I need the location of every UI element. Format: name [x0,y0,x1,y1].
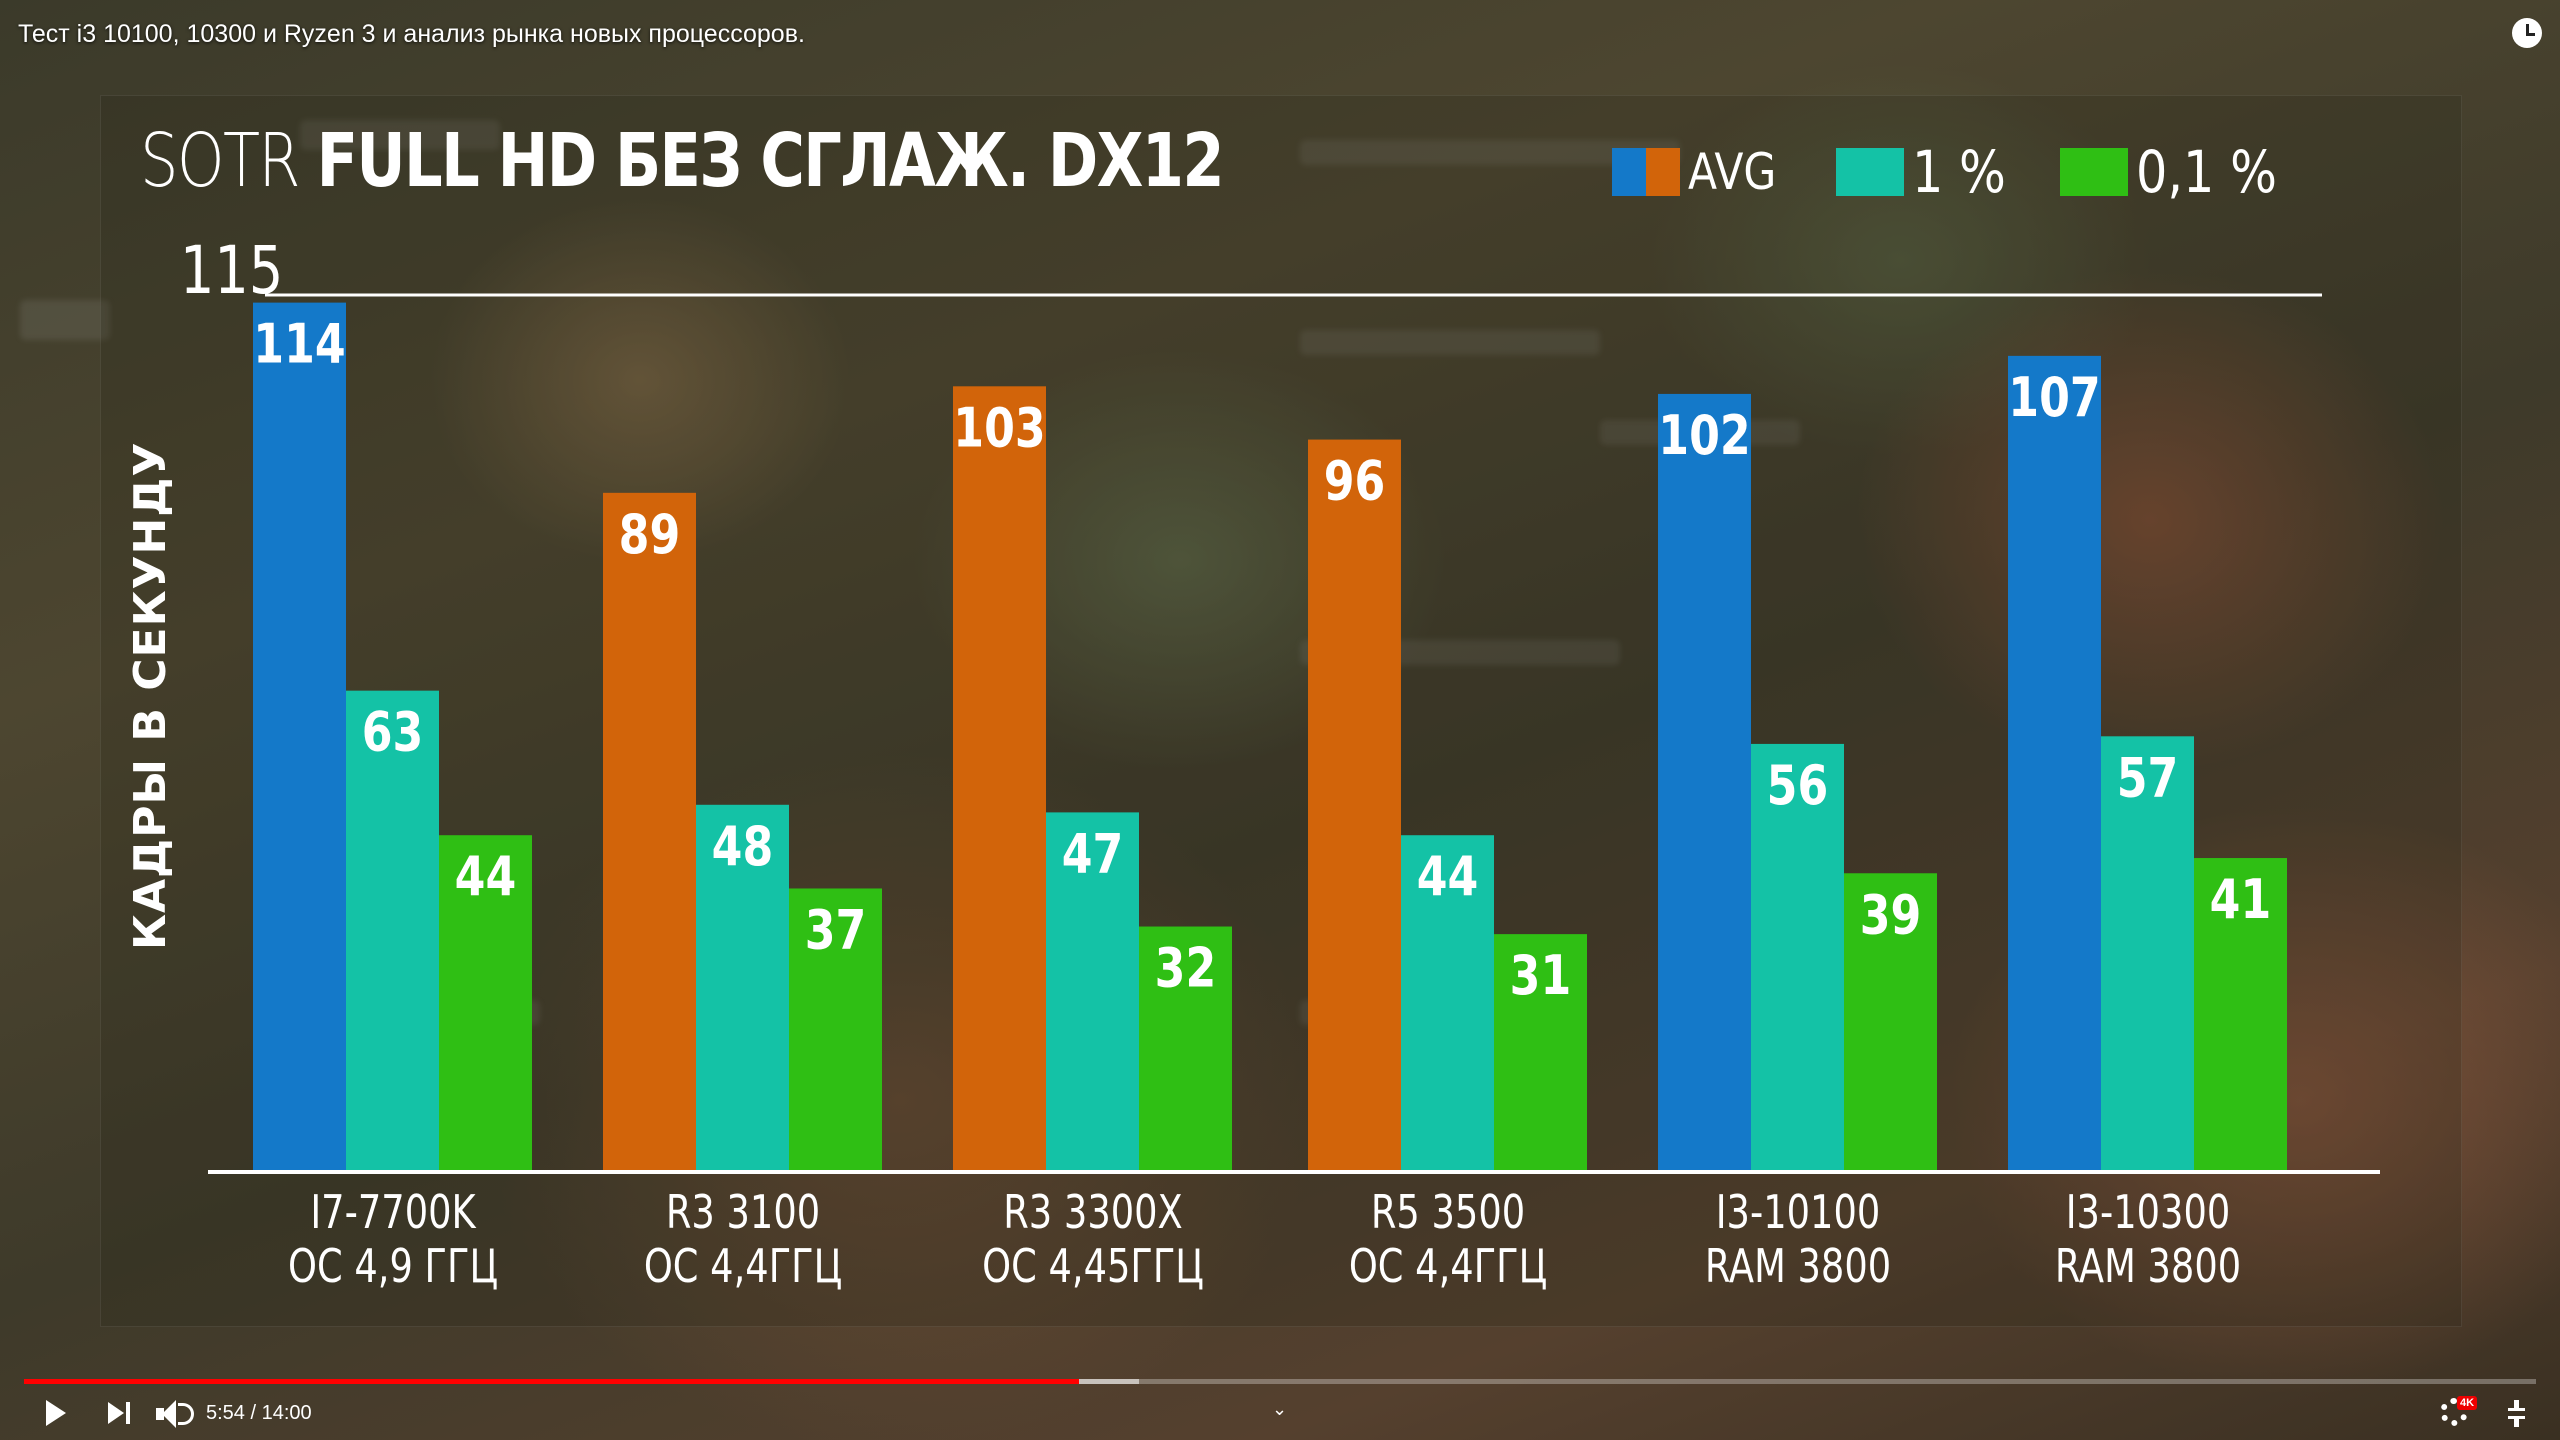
bar-value-label: 107 [2008,366,2100,429]
bar [253,302,346,1170]
bar [439,835,532,1170]
category-label-line: RAM 3800 [2054,1239,2241,1293]
bar [2101,736,2194,1170]
bar-value-label: 47 [1062,822,1124,885]
video-title[interactable]: Тест i3 10100, 10300 и Ryzen 3 и анализ … [18,20,805,48]
legend-1pct-swatch [1836,148,1904,196]
bar-value-label: 114 [253,312,345,375]
chart-title-light: SOTR [140,118,301,204]
bar-value-label: 48 [712,814,774,877]
bar-value-label: 39 [1860,883,1922,946]
category-label: I7-7700K ОС 4,9 ГГЦ [243,1185,543,1293]
seek-bar[interactable] [24,1379,2536,1384]
bar [1844,873,1937,1170]
bar [346,690,439,1170]
play-icon[interactable] [46,1400,66,1426]
time-separator: / [250,1402,257,1424]
bar-value-label: 57 [2117,746,2179,809]
played-progress [24,1379,1080,1384]
category-label-line: ОС 4,9 ГГЦ [287,1239,498,1293]
bar [1308,439,1401,1171]
next-icon[interactable] [108,1402,132,1424]
bar [1494,934,1587,1170]
bar [1401,835,1494,1170]
category-label-line: ОС 4,4ГГЦ [1348,1239,1547,1293]
category-label: R5 3500 ОС 4,4ГГЦ [1298,1185,1598,1293]
bar-value-label: 32 [1155,936,1217,999]
bar-value-label: 41 [2210,868,2272,931]
legend-1pct: 1 % [1836,138,2022,206]
time-total: 14:00 [261,1402,312,1424]
category-label-line: R5 3500 [1370,1185,1525,1239]
chart-title: SOTR FULL HD БЕЗ СГЛАЖ. DX12 [140,118,1225,204]
legend-01pct: 0,1 % [2060,138,2302,206]
settings-gear-icon[interactable] [2440,1398,2468,1426]
category-label-line: R3 3300X [1002,1185,1183,1239]
bar [953,386,1046,1171]
bar-value-label: 103 [953,396,1045,459]
bar [1751,743,1844,1170]
legend-01pct-swatch [2060,148,2128,196]
bar [603,492,696,1171]
watch-later-icon[interactable] [2512,18,2542,48]
bar-value-label: 44 [455,845,517,908]
chevron-down-icon[interactable]: ⌄ [1272,1399,1288,1419]
category-label-line: I3-10300 [2065,1185,2230,1239]
category-label: I3-10300 RAM 3800 [1998,1185,2298,1293]
category-label-line: I7-7700K [309,1185,476,1239]
bar-value-label: 56 [1767,754,1829,817]
category-label-line: I3-10100 [1715,1185,1880,1239]
bar [1139,926,1232,1170]
category-label-line: ОС 4,45ГГЦ [981,1239,1204,1293]
category-label-line: ОС 4,4ГГЦ [643,1239,842,1293]
bar [2008,355,2101,1170]
legend-1pct-label: 1 % [1912,138,2006,206]
category-label-line: RAM 3800 [1704,1239,1891,1293]
bar [1658,393,1751,1170]
legend-avg: AVG [1612,142,1792,202]
category-label: R3 3300X ОС 4,45ГГЦ [943,1185,1243,1293]
bar-value-label: 31 [1510,944,1572,1007]
bar [696,804,789,1170]
category-label: R3 3100 ОС 4,4ГГЦ [593,1185,893,1293]
bar-value-label: 37 [805,898,867,961]
volume-wave-icon [178,1403,194,1425]
category-label: I3-10100 RAM 3800 [1648,1185,1948,1293]
bar [1046,812,1139,1170]
legend-01pct-label: 0,1 % [2136,138,2277,206]
quality-badge: 4K [2457,1396,2478,1410]
legend-avg-label: AVG [1688,143,1777,201]
bar-value-label: 96 [1324,449,1386,512]
bar-value-label: 63 [362,700,424,763]
time-display: 5:54 / 14:00 [206,1399,312,1433]
bar [789,888,882,1170]
legend-avg-swatch-amd [1646,148,1680,196]
category-label-line: R3 3100 [665,1185,820,1239]
exit-fullscreen-icon[interactable] [2500,1400,2528,1427]
time-current: 5:54 [206,1402,245,1424]
chart-title-bold: FULL HD БЕЗ СГЛАЖ. DX12 [316,118,1225,204]
bar-value-label: 89 [619,503,681,566]
bar-value-label: 44 [1417,845,1479,908]
legend-avg-swatch-intel [1612,148,1646,196]
bar [2194,858,2287,1170]
volume-icon[interactable] [156,1400,190,1428]
bar-value-label: 102 [1658,404,1750,467]
